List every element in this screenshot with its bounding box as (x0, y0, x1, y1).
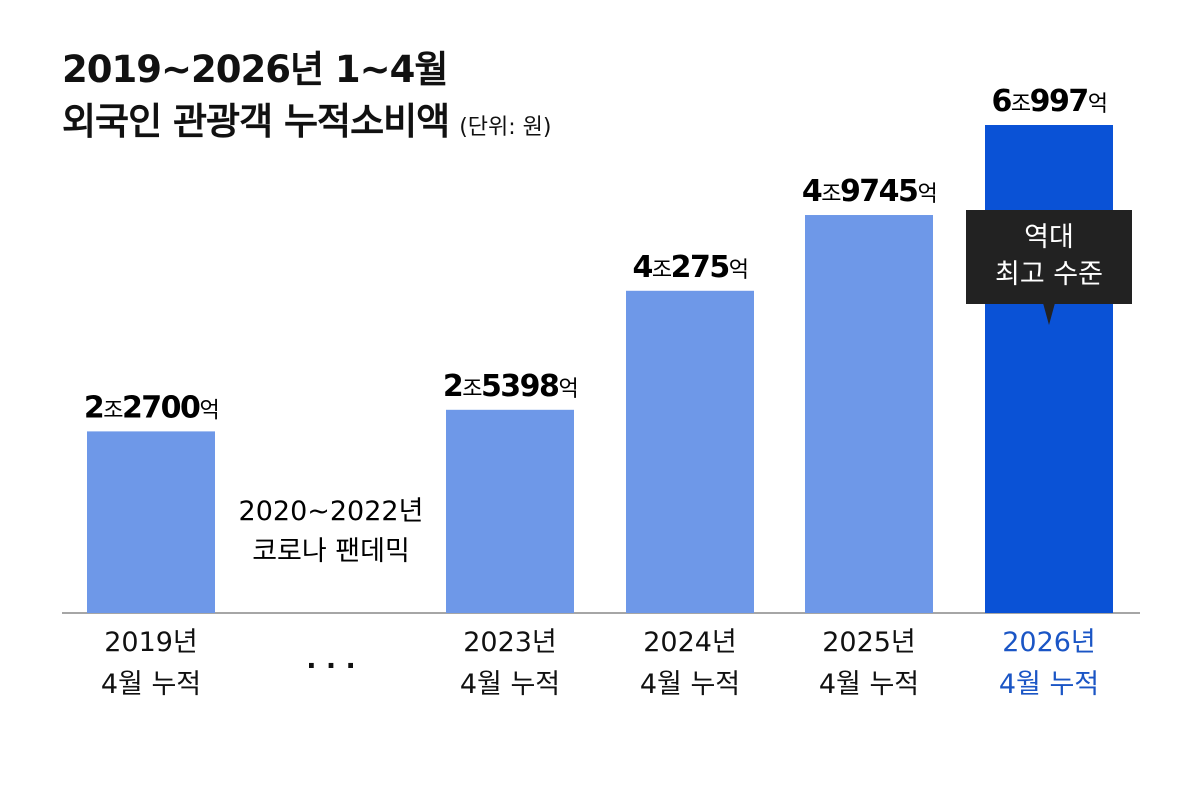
value-label-eok: 275 (671, 250, 729, 285)
value-label-eok: 997 (1030, 84, 1088, 119)
category-label-4-line2: 4월 누적 (819, 669, 919, 700)
gap-note-line2: 코로나 팬데믹 (252, 536, 410, 567)
value-label-eok-unit: 억 (199, 398, 218, 423)
category-label-1-line2: . . . (306, 644, 356, 675)
category-label-3-line1: 2024년 (643, 627, 737, 658)
value-label-jo: 4 (633, 250, 653, 285)
value-label-eok-unit: 억 (729, 258, 748, 283)
value-label-jo-unit: 조 (1011, 92, 1031, 117)
value-label-eok: 5398 (481, 369, 559, 404)
callout-pointer (1043, 303, 1055, 325)
bar-2 (446, 409, 574, 613)
category-label-4-line1: 2025년 (822, 627, 916, 658)
value-label-eok-unit: 억 (558, 377, 577, 402)
value-label-2: 2조5398억 (443, 369, 577, 404)
value-label-5: 6조997억 (992, 84, 1107, 119)
unit-label: (단위: 원) (459, 115, 552, 140)
gap-note-line1: 2020~2022년 (239, 496, 424, 527)
chart-subtitle-line: 외국인 관광객 누적소비액 (단위: 원) (62, 96, 552, 154)
bar-5 (985, 125, 1113, 613)
value-label-4: 4조9745억 (802, 174, 936, 209)
value-label-0: 2조2700억 (84, 390, 218, 425)
chart-title: 2019~2026년 1~4월 (62, 48, 448, 91)
callout-line2: 최고 수준 (995, 259, 1103, 290)
value-label-eok-unit: 억 (1088, 92, 1107, 117)
chart-title-block: 2019~2026년 1~4월 외국인 관광객 누적소비액 (단위: 원) (62, 44, 552, 154)
value-label-eok: 2700 (122, 390, 200, 425)
category-label-2-line2: 4월 누적 (460, 669, 560, 700)
value-label-eok: 9745 (840, 174, 918, 209)
value-label-jo-unit: 조 (462, 377, 482, 402)
category-label-5-line1: 2026년 (1002, 627, 1096, 658)
value-label-jo: 2 (443, 369, 462, 404)
value-label-jo-unit: 조 (821, 182, 841, 207)
category-label-0-line2: 4월 누적 (101, 669, 201, 700)
value-label-3: 4조275억 (633, 250, 748, 285)
callout-box (966, 210, 1132, 304)
callout-line1: 역대 (1024, 222, 1074, 253)
value-label-jo-unit: 조 (103, 398, 123, 423)
category-label-3-line2: 4월 누적 (640, 669, 740, 700)
value-label-jo: 4 (802, 174, 822, 209)
value-label-eok-unit: 억 (917, 182, 936, 207)
value-label-jo: 6 (992, 84, 1012, 119)
value-label-jo-unit: 조 (652, 258, 672, 283)
value-label-jo: 2 (84, 390, 103, 425)
chart-subtitle: 외국인 관광객 누적소비액 (62, 100, 450, 143)
category-label-2-line1: 2023년 (463, 627, 557, 658)
bar-0 (87, 431, 215, 613)
category-label-0-line1: 2019년 (104, 627, 198, 658)
bar-4 (805, 215, 933, 613)
category-label-5-line2: 4월 누적 (999, 669, 1099, 700)
bar-3 (626, 290, 754, 613)
